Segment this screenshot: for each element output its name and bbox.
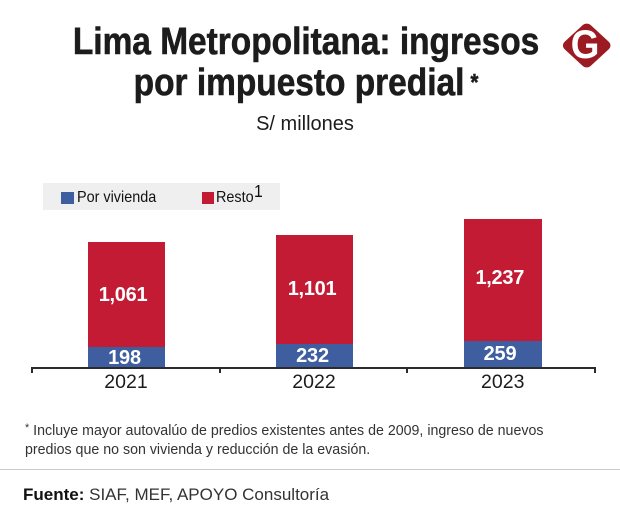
svg-text:G: G [571,23,600,68]
